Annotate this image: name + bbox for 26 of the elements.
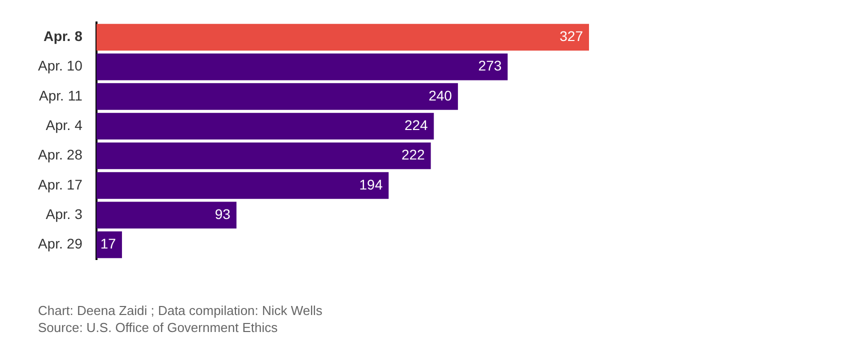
y-tick-label: Apr. 28	[38, 146, 83, 163]
y-tick-label: Apr. 29	[38, 236, 83, 252]
bar	[96, 24, 589, 51]
bar	[96, 112, 434, 140]
y-tick-label: Apr. 17	[38, 176, 83, 192]
data-label: 93	[214, 206, 231, 222]
data-label: 273	[478, 58, 502, 74]
y-tick-label: Apr. 11	[39, 87, 83, 104]
data-label: 222	[401, 146, 426, 163]
data-label: 224	[404, 117, 428, 134]
y-tick-label: Apr. 10	[38, 58, 83, 74]
data-label: 194	[359, 176, 383, 192]
bar	[96, 142, 431, 170]
y-tick-label: Apr. 4	[46, 117, 83, 134]
bar	[96, 231, 122, 258]
data-label: 327	[560, 28, 584, 44]
y-tick-label: Apr. 3	[46, 206, 83, 222]
source-note: Source: U.S. Office of Government Ethics	[38, 319, 279, 336]
bar	[96, 202, 236, 228]
y-tick-label: Apr. 8	[43, 28, 83, 44]
bar	[96, 172, 389, 199]
bar	[96, 54, 508, 80]
text: Chart: Deena Zaidi ; Data compilation: Nick Wells	[38, 302, 322, 319]
data-label: 17	[100, 236, 116, 252]
data-label: 240	[428, 87, 452, 104]
bar	[96, 83, 458, 110]
